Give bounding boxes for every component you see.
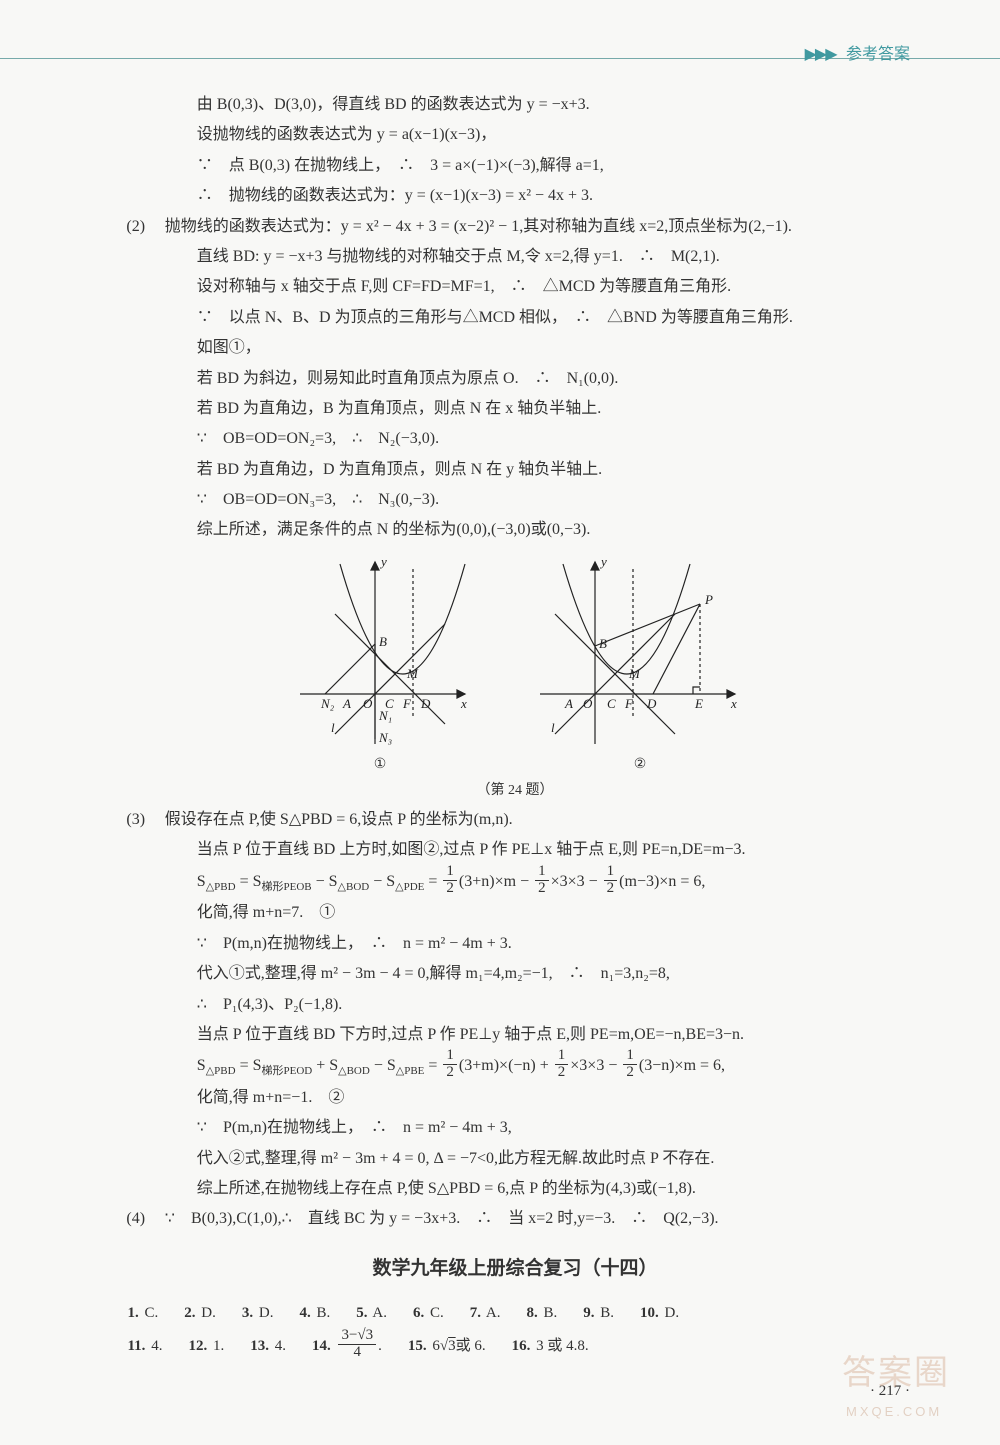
svg-text:O: O <box>363 696 373 711</box>
content: 由 B(0,3)、D(3,0)，得直线 BD 的函数表达式为 y = −x+3.… <box>120 90 910 1363</box>
svg-text:N₂: N₂ <box>320 696 335 711</box>
watermark-line-2: MXQE.COM <box>846 1400 976 1425</box>
svg-text:N₃: N₃ <box>378 730 392 745</box>
diagram-2-label: ② <box>535 752 745 779</box>
svg-text:F: F <box>402 696 412 711</box>
svg-text:M: M <box>628 666 641 681</box>
diagram-caption: （第 24 题） <box>120 778 910 805</box>
svg-text:O: O <box>583 696 593 711</box>
answer-item: 15. 6√3或 6. <box>408 1330 486 1363</box>
solution-line: 设抛物线的函数表达式为 y = a(x−1)(x−3)， <box>197 120 910 150</box>
solution-line: 如图①， <box>197 333 910 363</box>
answers-row-1: 1. C. 2. D. 3. D. 4. B. 5. A. 6. C. 7. A. 8. B.… <box>128 1297 911 1330</box>
answer-item: 8. B. <box>527 1297 558 1330</box>
svg-text:B: B <box>599 636 607 651</box>
answer-item: 13. 4. <box>250 1330 286 1363</box>
answer-item: 12. 1. <box>188 1330 224 1363</box>
solution-line: 代入①式,整理,得 m² − 3m − 4 = 0,解得 m₁=4,m₂=−1,… <box>197 959 910 989</box>
svg-text:B: B <box>379 634 387 649</box>
solution-line: ∵ P(m,n)在抛物线上， ∴ n = m² − 4m + 3. <box>197 929 910 959</box>
solution-line: (2)抛物线的函数表达式为：y = x² − 4x + 3 = (x−2)² −… <box>165 212 910 242</box>
header-label: ▶▶▶ 参考答案 <box>805 40 910 70</box>
answer-item: 3. D. <box>242 1297 274 1330</box>
svg-text:A: A <box>564 696 573 711</box>
svg-text:M: M <box>406 666 419 681</box>
answers-row-2: 11. 4. 12. 1. 13. 4. 14. 3−√34. 15. 6√3或 6. 1… <box>128 1330 911 1363</box>
solution-line: 直线 BD: y = −x+3 与抛物线的对称轴交于点 M,令 x=2,得 y=… <box>197 242 910 272</box>
solution-line: 代入②式,整理,得 m² − 3m + 4 = 0, Δ = −7<0,此方程无… <box>197 1144 910 1174</box>
solution-line: ∵ 以点 N、B、D 为顶点的三角形与△MCD 相似， ∴ △BND 为等腰直角… <box>197 303 910 333</box>
solution-line: (3)假设存在点 P,使 S△PBD = 6,设点 P 的坐标为(m,n). <box>165 805 910 835</box>
svg-text:y: y <box>599 554 607 569</box>
diagram-1-label: ① <box>285 752 475 779</box>
solution-line: 化简,得 m+n=7. ① <box>197 898 910 928</box>
svg-text:x: x <box>730 696 737 711</box>
solution-line: 若 BD 为直角边，D 为直角顶点，则点 N 在 y 轴负半轴上. <box>197 455 910 485</box>
answer-item: 2. D. <box>184 1297 216 1330</box>
svg-text:P: P <box>704 592 713 607</box>
answer-item: 5. A. <box>356 1297 387 1330</box>
svg-text:D: D <box>420 696 431 711</box>
svg-text:N₁: N₁ <box>378 708 392 723</box>
solution-line: 由 B(0,3)、D(3,0)，得直线 BD 的函数表达式为 y = −x+3. <box>197 90 910 120</box>
solution-line: 当点 P 位于直线 BD 上方时,如图②,过点 P 作 PE⊥x 轴于点 E,则… <box>197 835 910 865</box>
svg-text:C: C <box>607 696 616 711</box>
solution-line: S△PBD = S梯形PEOD + S△BOD − S△PBE = 12(3+m… <box>197 1050 910 1083</box>
solution-line: 若 BD 为斜边，则易知此时直角顶点为原点 O. ∴ N₁(0,0). <box>197 364 910 394</box>
section-title: 数学九年级上册综合复习（十四） <box>120 1251 910 1287</box>
solution-line: ∵ OB=OD=ON₂=3, ∴ N₂(−3,0). <box>197 424 910 454</box>
solution-line: ∴ 抛物线的函数表达式为：y = (x−1)(x−3) = x² − 4x + … <box>197 181 910 211</box>
answer-item: 14. 3−√34. <box>312 1330 382 1363</box>
watermark-line-1: 答案圈 <box>842 1341 972 1406</box>
answer-item: 10. D. <box>640 1297 679 1330</box>
solution-line: ∴ P₁(4,3)、P₂(−1,8). <box>197 990 910 1020</box>
answer-item: 16. 3 或 4.8. <box>512 1330 589 1363</box>
solution-line: 若 BD 为直角边，B 为直角顶点，则点 N 在 x 轴负半轴上. <box>197 394 910 424</box>
header-arrows: ▶▶▶ <box>805 46 836 63</box>
answer-item: 11. 4. <box>128 1330 163 1363</box>
solution-line: 综上所述,在抛物线上存在点 P,使 S△PBD = 6,点 P 的坐标为(4,3… <box>197 1174 910 1204</box>
solution-line: S△PBD = S梯形PEOB − S△BOD − S△PDE = 12(3+n… <box>197 866 910 899</box>
answer-item: 9. B. <box>583 1297 614 1330</box>
answer-item: 6. C. <box>413 1297 444 1330</box>
svg-text:l: l <box>551 720 555 735</box>
solution-line: 化简,得 m+n=−1. ② <box>197 1083 910 1113</box>
answer-item: 1. C. <box>128 1297 159 1330</box>
answer-item: 7. A. <box>470 1297 501 1330</box>
svg-text:D: D <box>646 696 657 711</box>
svg-text:E: E <box>694 696 703 711</box>
solution-line: ∵ 点 B(0,3) 在抛物线上， ∴ 3 = a×(−1)×(−3),解得 a… <box>197 151 910 181</box>
header-text: 参考答案 <box>846 46 910 63</box>
diagram-2: y x B M A O C F D E P l ② <box>535 554 745 779</box>
svg-text:x: x <box>460 696 467 711</box>
solution-line: 设对称轴与 x 轴交于点 F,则 CF=FD=MF=1, ∴ △MCD 为等腰直… <box>197 272 910 302</box>
svg-text:y: y <box>379 554 387 569</box>
solution-line: 当点 P 位于直线 BD 下方时,过点 P 作 PE⊥y 轴于点 E,则 PE=… <box>197 1020 910 1050</box>
diagrams: y x B M N₂ A O C F D N₁ N₃ l ① <box>120 554 910 779</box>
solution-line: (4)∵ B(0,3),C(1,0),∴ 直线 BC 为 y = −3x+3. … <box>165 1204 910 1234</box>
svg-text:F: F <box>624 696 634 711</box>
watermark: 答案圈 MXQE.COM <box>842 1341 972 1419</box>
svg-text:l: l <box>331 720 335 735</box>
svg-text:A: A <box>342 696 351 711</box>
solution-line: ∵ P(m,n)在抛物线上， ∴ n = m² − 4m + 3, <box>197 1113 910 1143</box>
solution-line: ∵ OB=OD=ON₃=3, ∴ N₃(0,−3). <box>197 485 910 515</box>
answer-item: 4. B. <box>299 1297 330 1330</box>
solution-line: 综上所述，满足条件的点 N 的坐标为(0,0),(−3,0)或(0,−3). <box>197 515 910 545</box>
diagram-1: y x B M N₂ A O C F D N₁ N₃ l ① <box>285 554 475 779</box>
